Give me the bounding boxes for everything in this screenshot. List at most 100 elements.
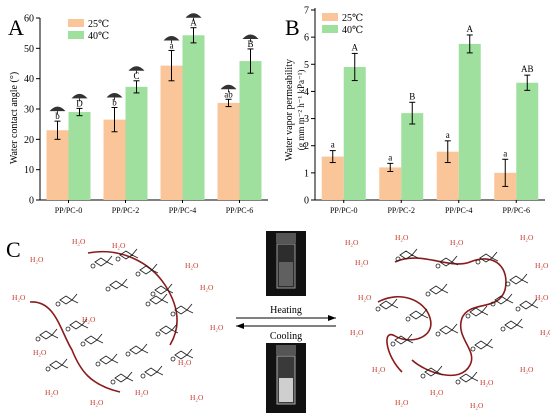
significance-letter: ab <box>224 89 233 99</box>
amide-side-group <box>59 293 79 305</box>
bar <box>379 167 402 200</box>
legend-label-25: 25℃ <box>342 13 363 24</box>
bar <box>343 67 366 200</box>
water-label: H₂O <box>350 328 364 337</box>
x-tick-label: PP/PC-6 <box>502 206 530 215</box>
water-label: H₂O <box>450 238 464 247</box>
oxygen-atom <box>170 356 176 362</box>
water-label: H₂O <box>210 323 224 332</box>
oxygen-atom <box>435 263 441 269</box>
amide-side-group <box>139 263 159 275</box>
water-label: H₂O <box>430 388 444 397</box>
legend-swatch-25 <box>68 19 84 27</box>
y-tick-label: 0 <box>304 196 309 207</box>
significance-letter: a <box>503 148 507 158</box>
water-label: H₂O <box>30 255 44 264</box>
droplet-icon <box>128 66 145 71</box>
water-label: H₂O <box>520 233 534 242</box>
oxygen-atom <box>125 351 131 357</box>
amide-side-group <box>399 248 419 260</box>
y-tick-label: 50 <box>24 44 34 55</box>
panel-a-legend: 25℃ 40℃ <box>68 19 109 42</box>
water-label: H₂O <box>520 365 534 374</box>
oxygen-atom <box>420 373 426 379</box>
amide-side-group <box>109 278 129 290</box>
vial-top-liquid <box>279 262 293 286</box>
panel-b-ticks: 0 1 2 3 4 5 6 7 PP/PC-0 PP/PC-2 PP/PC-4 PP/PC-6 <box>304 6 530 216</box>
amide-side-group <box>479 251 499 263</box>
amide-side-group <box>99 353 119 365</box>
droplet-icon <box>185 13 202 18</box>
water-label: H₂O <box>190 393 204 402</box>
panel-b-label: B <box>285 15 300 40</box>
bar <box>239 61 262 200</box>
amide-side-group <box>439 323 459 335</box>
water-label: H₂O <box>185 261 199 270</box>
panel-c-label: C <box>6 237 21 262</box>
oxygen-atom <box>475 259 481 265</box>
bar <box>103 119 126 200</box>
amide-side-group <box>519 298 539 310</box>
vial-bottom-liquid <box>279 378 293 402</box>
oxygen-atom <box>65 326 71 332</box>
cooling-label: Cooling <box>270 331 302 342</box>
oxygen-atom <box>145 301 151 307</box>
left-polymer-network <box>29 251 178 393</box>
significance-letter: A <box>190 18 197 28</box>
water-label: H₂O <box>90 398 104 407</box>
bar <box>458 43 481 200</box>
y-tick-label: 6 <box>304 33 309 44</box>
amide-side-group <box>429 283 449 295</box>
oxygen-atom <box>490 301 496 307</box>
significance-letter: b <box>55 111 60 121</box>
panel-a-label: A <box>8 15 24 40</box>
polymer-chain <box>87 251 178 346</box>
y-tick-label: 5 <box>304 60 309 71</box>
water-label: H₂O <box>72 237 86 246</box>
water-label: H₂O <box>45 388 59 397</box>
amide-side-group <box>459 371 479 383</box>
water-label: H₂O <box>355 258 369 267</box>
oxygen-atom <box>105 286 111 292</box>
legend-label-25: 25℃ <box>88 19 109 30</box>
panel-c: C H₂O H₂O H₂O H₂O H₂O H₂O H₂O H₂O H₂O H₂O H₂O H₂O H₂… <box>6 231 550 413</box>
oxygen-atom <box>425 291 431 297</box>
panel-b-bars: a Aa Ba Aa AB <box>321 24 539 200</box>
significance-letter: D <box>76 98 83 108</box>
y-tick-label: 40 <box>24 74 34 85</box>
left-side-groups <box>35 248 194 385</box>
amide-side-group <box>119 248 139 260</box>
amide-side-group <box>439 255 459 267</box>
significance-letter: a <box>170 40 174 50</box>
droplet-icon <box>220 84 237 90</box>
amide-side-group <box>49 358 69 370</box>
oxygen-atom <box>135 271 141 277</box>
heating-label: Heating <box>270 305 302 316</box>
amide-side-group <box>159 323 179 335</box>
amide-side-group <box>149 293 169 305</box>
bar <box>160 65 183 200</box>
bar <box>125 86 148 200</box>
oxygen-atom <box>155 331 161 337</box>
panel-a-bars: b D b Ca Aab B <box>46 13 262 200</box>
amide-side-group <box>144 365 164 377</box>
vial-top <box>266 231 306 296</box>
amide-side-group <box>39 328 59 340</box>
amide-side-group <box>94 255 114 267</box>
amide-side-group <box>174 348 194 360</box>
y-tick-label: 10 <box>24 165 34 176</box>
droplet-icon <box>49 106 66 112</box>
x-tick-label: PP/PC-4 <box>445 206 473 215</box>
bar <box>46 130 69 200</box>
polymer-chain <box>394 257 507 377</box>
legend-swatch-25 <box>322 13 338 21</box>
oxygen-atom <box>465 313 471 319</box>
x-tick-label: PP/PC-0 <box>55 206 83 215</box>
y-tick-label: 30 <box>24 105 34 116</box>
oxygen-atom <box>150 291 156 297</box>
oxygen-atom <box>95 361 101 367</box>
y-tick-label: 20 <box>24 135 34 146</box>
right-side-groups <box>375 248 539 385</box>
water-label: H₂O <box>395 398 409 407</box>
